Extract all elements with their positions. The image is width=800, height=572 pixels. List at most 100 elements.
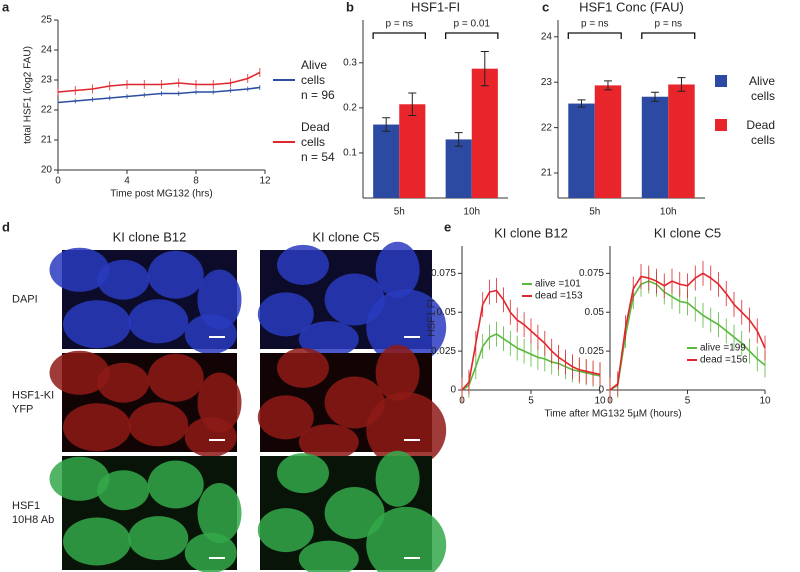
bar [668, 84, 695, 198]
nucleus [366, 506, 447, 572]
nucleus [324, 487, 385, 539]
nucleus [63, 403, 131, 452]
legend-label: dead =156 [700, 355, 748, 366]
y-tick-label: 0.025 [431, 346, 456, 357]
image-row-label: YFP [12, 403, 33, 415]
y-tick-label: 0 [450, 385, 456, 396]
x-axis-label: Time after MG132 5µM (hours) [544, 409, 681, 420]
nucleus [197, 483, 242, 543]
bar [471, 68, 498, 198]
x-tick-label: 10h [463, 207, 480, 218]
nucleus [49, 247, 110, 292]
error-bar [603, 80, 612, 91]
nucleus [128, 516, 189, 561]
nucleus [147, 250, 204, 299]
chart-title: HSF1 Conc (FAU) [579, 0, 684, 14]
nucleus [298, 540, 359, 572]
x-tick-label: 4 [124, 176, 130, 187]
annotation: p = ns [654, 19, 682, 30]
legend-swatch [715, 119, 727, 131]
y-tick-label: 24 [41, 45, 53, 56]
series-line [461, 289, 601, 391]
nucleus [97, 259, 150, 300]
x-tick-label: 5h [589, 207, 600, 218]
bracket [445, 32, 499, 39]
image-row-label: DAPI [12, 293, 38, 305]
panel-label: a [2, 0, 10, 14]
y-tick-label: 0.3 [343, 57, 357, 68]
bar [641, 96, 669, 198]
error-bar [454, 132, 463, 147]
y-axis-label: HSF1 FI [427, 299, 438, 336]
error-bar [408, 92, 417, 117]
legend-note: n = 96 [301, 88, 335, 102]
legend-label: Dead cells [301, 120, 330, 149]
y-tick-label: 0.2 [343, 103, 357, 114]
nucleus [128, 402, 189, 447]
bar [445, 139, 472, 198]
y-tick-label: 0.075 [579, 268, 604, 279]
y-tick-label: 0.05 [585, 307, 605, 318]
nucleus [184, 417, 237, 458]
nucleus [49, 350, 110, 395]
legend-label: dead =153 [535, 291, 583, 302]
legend-label: Dead cells [746, 118, 775, 147]
y-tick-label: 0.1 [343, 148, 357, 159]
series-line [609, 280, 766, 391]
panel-label: e [444, 219, 451, 234]
panel-label: c [542, 0, 549, 14]
nucleus [128, 299, 189, 344]
nucleus [277, 453, 329, 494]
chart-title: HSF1-FI [411, 0, 460, 14]
annotation: p = ns [581, 19, 609, 30]
series-line [57, 71, 261, 93]
y-tick-label: 25 [41, 15, 53, 26]
nucleus [375, 450, 420, 507]
chart-title: KI clone B12 [494, 225, 568, 240]
x-tick-label: 0 [55, 176, 61, 187]
error-bar [677, 77, 686, 92]
legend-note: n = 54 [301, 150, 335, 164]
bar [594, 85, 622, 198]
legend-label: alive =199 [700, 343, 746, 354]
bar [399, 104, 426, 198]
bar [568, 103, 595, 198]
bracket [372, 32, 426, 39]
nucleus [63, 300, 131, 349]
series-line [57, 86, 260, 104]
nucleus [257, 508, 314, 553]
nucleus [366, 289, 447, 366]
x-tick-label: 5h [394, 207, 405, 218]
nucleus [49, 456, 110, 501]
x-axis-label: Time post MG132 (hrs) [110, 189, 212, 200]
x-tick-label: 10 [759, 396, 771, 407]
x-tick-label: 8 [193, 176, 199, 187]
y-tick-label: 0.075 [431, 268, 456, 279]
image-row-label: 10H8 Ab [12, 514, 54, 526]
y-tick-label: 0.05 [437, 307, 457, 318]
image-column-title: KI clone B12 [113, 229, 187, 244]
chart-title: KI clone C5 [654, 225, 721, 240]
x-tick-label: 10h [660, 207, 677, 218]
nucleus [257, 292, 314, 337]
x-tick-label: 5 [528, 396, 534, 407]
nucleus [277, 244, 329, 285]
nucleus [184, 532, 237, 572]
legend-label: alive =101 [535, 279, 581, 290]
y-tick-label: 22 [541, 122, 553, 133]
y-tick-label: 23 [541, 77, 553, 88]
legend-label: Alive cells [748, 74, 775, 103]
series-line [461, 333, 601, 391]
y-tick-label: 21 [41, 135, 53, 146]
nucleus [298, 321, 359, 358]
y-tick-label: 20 [41, 165, 53, 176]
error-bar [480, 51, 489, 87]
nucleus [147, 460, 204, 509]
nucleus [184, 314, 237, 355]
series-line [609, 272, 766, 391]
nucleus [63, 517, 131, 566]
error-bar [651, 91, 660, 102]
image-column-title: KI clone C5 [312, 229, 379, 244]
